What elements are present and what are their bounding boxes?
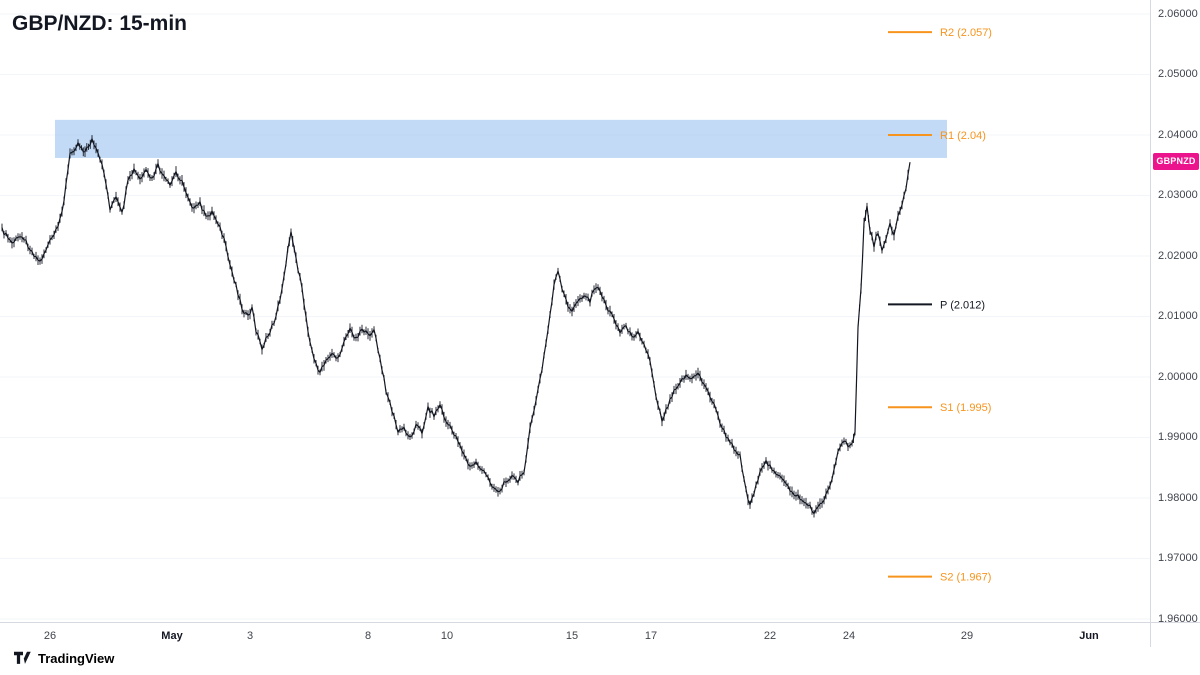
price-axis-label: 2.04000 bbox=[1158, 128, 1198, 141]
pivot-label-R1: R1 (2.04) bbox=[940, 130, 986, 142]
price-axis-label: 1.96000 bbox=[1158, 612, 1198, 625]
price-axis-label: 1.97000 bbox=[1158, 552, 1198, 565]
pivot-label-P: P (2.012) bbox=[940, 299, 985, 311]
time-axis-label: Jun bbox=[1079, 630, 1099, 642]
price-series-line bbox=[1, 136, 911, 515]
time-axis-label: 17 bbox=[644, 630, 658, 642]
pivot-label-R2: R2 (2.057) bbox=[940, 27, 992, 39]
price-axis-label: 2.01000 bbox=[1158, 310, 1198, 323]
time-axis-label: 29 bbox=[960, 630, 974, 642]
price-axis-label: 2.03000 bbox=[1158, 189, 1198, 202]
time-axis-label: 24 bbox=[842, 630, 856, 642]
price-axis-label: 1.98000 bbox=[1158, 491, 1198, 504]
time-axis-label: 26 bbox=[43, 630, 57, 642]
price-axis-label: 2.06000 bbox=[1158, 7, 1198, 20]
time-axis-label: 10 bbox=[440, 630, 454, 642]
time-axis-label: 3 bbox=[246, 630, 254, 642]
price-axis-label: 2.02000 bbox=[1158, 249, 1198, 262]
price-axis[interactable]: GBPNZD 2.06000 2.05000 2.04000 2.03000 2.020… bbox=[1150, 0, 1200, 647]
price-chart-plot[interactable]: R2 (2.057) R1 (2.04) P (2.012) S1 (1.995) S2… bbox=[0, 0, 1150, 622]
resistance-zone bbox=[55, 119, 947, 158]
price-axis-label: 2.00000 bbox=[1158, 370, 1198, 383]
pivot-label-S2: S2 (1.967) bbox=[940, 572, 991, 584]
time-axis-label: May bbox=[161, 630, 183, 642]
chart-title: GBP/NZD: 15-min bbox=[12, 12, 188, 35]
pivot-label-S1: S1 (1.995) bbox=[940, 402, 991, 414]
time-axis-label: 22 bbox=[763, 630, 777, 642]
tradingview-attribution[interactable]: TradingView bbox=[14, 650, 114, 666]
time-axis-label: 15 bbox=[565, 630, 579, 642]
price-series-wicks bbox=[1, 135, 909, 518]
tradingview-logo-icon bbox=[14, 651, 31, 664]
price-axis-label: 1.99000 bbox=[1158, 431, 1198, 444]
price-axis-label: 2.05000 bbox=[1158, 68, 1198, 81]
tradingview-label: TradingView bbox=[38, 650, 115, 666]
symbol-price-tag: GBPNZD bbox=[1153, 153, 1199, 171]
time-axis[interactable]: 26 May 3 8 10 15 17 22 24 29 Jun bbox=[0, 622, 1200, 648]
time-axis-label: 8 bbox=[364, 630, 372, 642]
